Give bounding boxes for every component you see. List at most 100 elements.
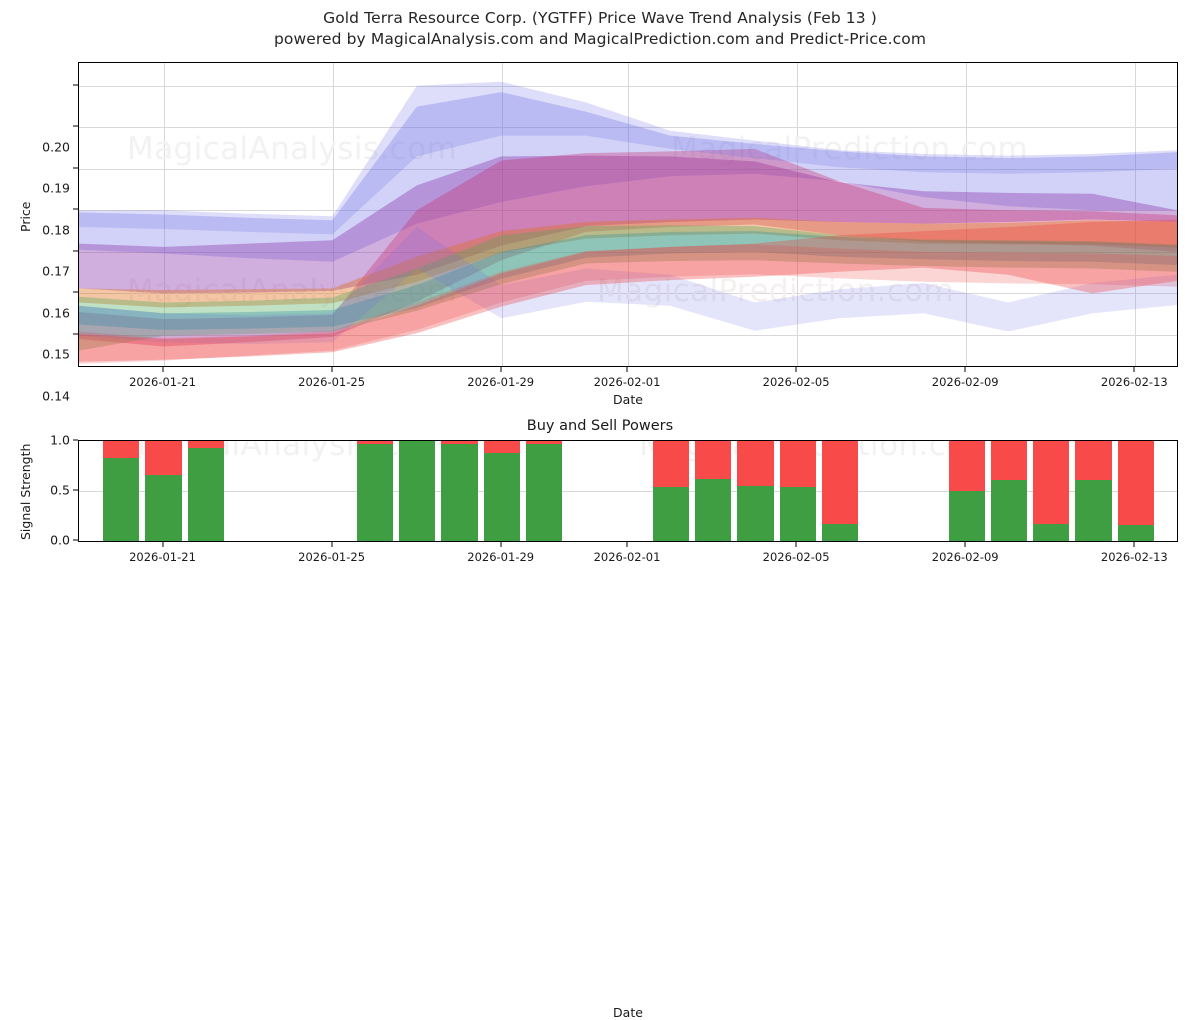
watermark: MagicalPrediction.com bbox=[639, 440, 997, 463]
signal-bar bbox=[525, 441, 563, 541]
sell-segment bbox=[948, 441, 985, 491]
signal-bar bbox=[694, 441, 732, 541]
buy-segment bbox=[821, 524, 859, 541]
signal-bar bbox=[356, 441, 394, 541]
wave-band bbox=[79, 81, 1177, 235]
bars-xtick-mark bbox=[1133, 542, 1135, 547]
price-xtick-label: 2026-01-21 bbox=[129, 375, 196, 389]
buy-sell-title: Buy and Sell Powers bbox=[526, 418, 674, 434]
bars-xtick-mark bbox=[626, 542, 628, 547]
sell-segment bbox=[145, 441, 182, 475]
page-title-block: Gold Terra Resource Corp. (YGTFF) Price … bbox=[0, 8, 1200, 50]
bars-ytick-label: 0.5 bbox=[50, 482, 70, 498]
price-xtick-mark bbox=[795, 367, 797, 372]
signal-bar bbox=[990, 441, 1028, 541]
price-ytick-mark bbox=[73, 208, 78, 210]
buy-segment bbox=[737, 486, 774, 541]
price-ytick-mark bbox=[73, 250, 78, 252]
price-ytick-label: 0.16 bbox=[42, 305, 70, 321]
bars-xtick-label: 2026-01-25 bbox=[298, 550, 366, 564]
sell-segment bbox=[737, 441, 774, 486]
bars-xtick-mark bbox=[162, 542, 163, 547]
price-ytick-label: 0.18 bbox=[42, 222, 70, 238]
buy-segment bbox=[187, 448, 224, 541]
signal-bar bbox=[1033, 441, 1070, 541]
buy-segment bbox=[525, 444, 563, 541]
sell-segment bbox=[103, 441, 140, 458]
sell-segment bbox=[356, 441, 394, 444]
price-xtick-mark bbox=[331, 367, 333, 372]
signal-bar bbox=[779, 441, 816, 541]
bars-xtick-label: 2026-02-05 bbox=[762, 550, 830, 564]
bars-ytick-mark bbox=[73, 439, 78, 441]
price-xtick-mark bbox=[964, 367, 966, 372]
price-ytick-label: 0.15 bbox=[42, 346, 70, 362]
price-ytick-mark bbox=[73, 125, 78, 127]
sell-segment bbox=[483, 441, 520, 453]
buy-segment bbox=[694, 479, 732, 541]
price-ytick-mark bbox=[73, 333, 78, 335]
bars-ytick-mark bbox=[73, 489, 78, 491]
chart-page: Gold Terra Resource Corp. (YGTFF) Price … bbox=[0, 8, 1200, 1020]
signal-bar bbox=[483, 441, 520, 541]
signal-bar bbox=[1075, 441, 1112, 541]
price-gridline-v bbox=[797, 63, 799, 366]
price-ytick-mark bbox=[73, 84, 78, 86]
buy-segment bbox=[652, 487, 689, 541]
price-gridline-v bbox=[628, 63, 629, 366]
buy-segment bbox=[1075, 480, 1112, 541]
wave-band bbox=[79, 219, 1177, 362]
page-subtitle: powered by MagicalAnalysis.com and Magic… bbox=[273, 30, 927, 48]
buy-segment bbox=[779, 487, 816, 541]
price-gridline-v bbox=[163, 63, 165, 366]
sell-segment bbox=[821, 441, 859, 524]
sell-segment bbox=[1033, 441, 1070, 524]
price-gridline-v bbox=[966, 63, 968, 366]
buy-segment bbox=[356, 444, 394, 541]
wave-band bbox=[79, 244, 1177, 364]
signal-bar bbox=[145, 441, 182, 541]
price-ytick-label: 0.14 bbox=[42, 388, 70, 404]
signal-bar bbox=[948, 441, 985, 541]
price-xtick-label: 2026-02-01 bbox=[593, 375, 661, 389]
page-title: Gold Terra Resource Corp. (YGTFF) Price … bbox=[323, 9, 877, 27]
sell-segment bbox=[187, 441, 224, 448]
signal-bar bbox=[103, 441, 140, 541]
buy-sell-xaxis-label: Date bbox=[613, 1005, 643, 1020]
sell-segment bbox=[990, 441, 1028, 480]
wave-band bbox=[79, 227, 1177, 344]
bars-xtick-label: 2026-01-21 bbox=[129, 550, 196, 564]
sell-segment bbox=[1117, 441, 1154, 525]
wave-band bbox=[79, 217, 1177, 308]
price-ytick-label: 0.19 bbox=[42, 180, 70, 196]
buy-segment bbox=[1117, 525, 1154, 541]
price-yaxis-label: Price bbox=[18, 201, 33, 233]
price-plot-area: MagicalAnalysis.com MagicalPrediction.com… bbox=[78, 62, 1178, 367]
price-xtick-label: 2026-01-25 bbox=[298, 375, 366, 389]
wave-band bbox=[79, 148, 1177, 347]
buy-segment bbox=[483, 453, 520, 541]
wave-band bbox=[79, 231, 1177, 330]
signal-bar bbox=[821, 441, 859, 541]
price-xtick-label: 2026-02-05 bbox=[762, 375, 830, 389]
bars-xtick-label: 2026-02-09 bbox=[931, 550, 999, 564]
price-ytick-mark bbox=[73, 291, 78, 293]
price-gridline-v bbox=[332, 63, 334, 366]
price-xtick-mark bbox=[500, 367, 502, 372]
wave-band bbox=[79, 225, 1177, 351]
signal-bar bbox=[737, 441, 774, 541]
bars-xtick-label: 2026-02-13 bbox=[1100, 550, 1168, 564]
price-xtick-mark bbox=[626, 367, 628, 372]
signal-bar bbox=[187, 441, 224, 541]
sell-segment bbox=[441, 441, 478, 444]
price-xaxis-label: Date bbox=[613, 392, 643, 407]
price-xtick-label: 2026-01-29 bbox=[467, 375, 535, 389]
buy-segment bbox=[1033, 524, 1070, 541]
price-wave-chart: MagicalAnalysis.com MagicalPrediction.com… bbox=[42, 62, 1178, 407]
sell-segment bbox=[694, 441, 732, 479]
buy-segment bbox=[145, 475, 182, 541]
buy-sell-yaxis-label: Signal Strength bbox=[18, 443, 33, 540]
sell-segment bbox=[779, 441, 816, 487]
buy-segment bbox=[399, 441, 436, 541]
buy-segment bbox=[990, 480, 1028, 541]
